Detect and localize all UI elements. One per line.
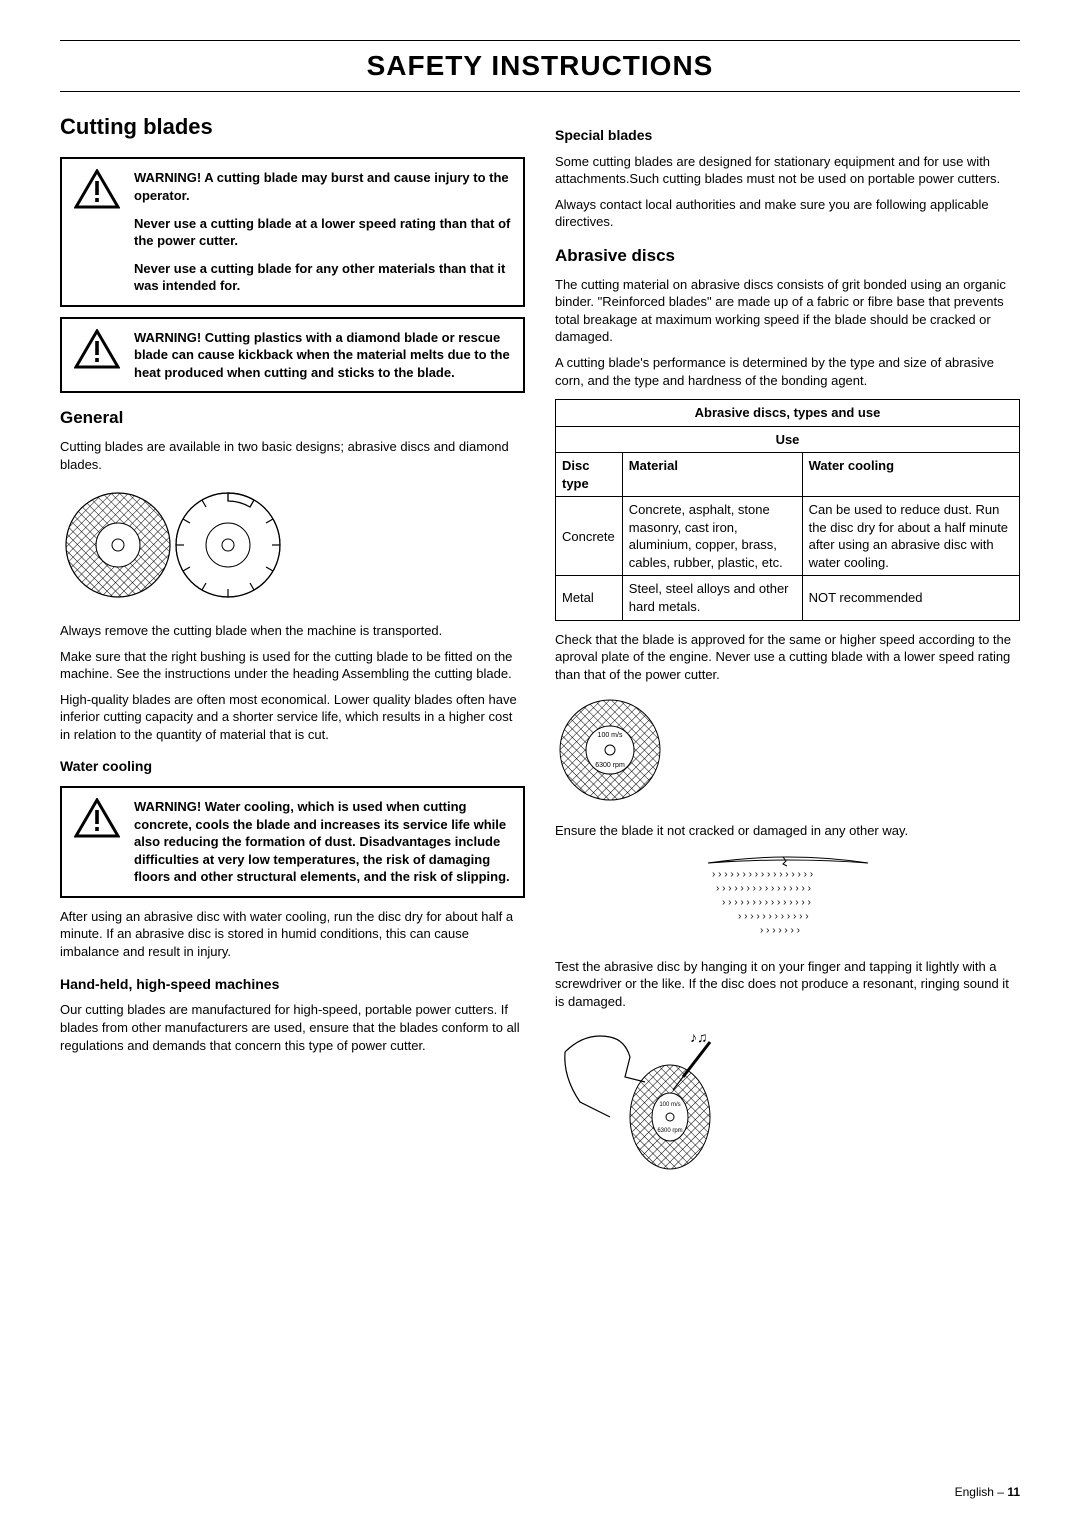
disc-speed-label-2: 100 m/s [659,1102,680,1108]
general-p2: Always remove the cutting blade when the… [60,622,525,640]
special-p1: Some cutting blades are designed for sta… [555,153,1020,188]
general-p4: High-quality blades are often most econo… [60,691,525,744]
abrasive-table: Abrasive discs, types and use Use Disc t… [555,399,1020,620]
table-row: Concrete Concrete, asphalt, stone masonr… [556,497,1020,576]
special-p2: Always contact local authorities and mak… [555,196,1020,231]
warning-box-1: WARNING! A cutting blade may burst and c… [60,157,525,306]
svg-text:♪♫: ♪♫ [690,1029,708,1045]
tap-test-illustration: 100 m/s 6300 rpm ♪♫ [555,1022,1020,1177]
svg-text:› › › › › › › › › › › ›: › › › › › › › › › › › › [738,911,809,922]
table-cell: Steel, steel alloys and other hard metal… [622,576,802,620]
general-p1: Cutting blades are available in two basi… [60,438,525,473]
table-cell: Metal [556,576,623,620]
warning-3-text: WARNING! Water cooling, which is used wh… [134,798,511,886]
disc-rpm-label: 6300 rpm [595,762,625,769]
right-column: Special blades Some cutting blades are d… [555,112,1020,1189]
blades-illustration [60,485,525,610]
warning-1-p1: WARNING! A cutting blade may burst and c… [134,169,511,204]
warning-1-p3: Never use a cutting blade for any other … [134,260,511,295]
warning-triangle-icon [74,798,120,838]
svg-text:› › › › › › › › › › › › › › ›: › › › › › › › › › › › › › › › › [716,883,811,894]
footer-page: 11 [1007,1485,1020,1499]
cutting-blades-heading: Cutting blades [60,112,525,142]
content-columns: Cutting blades WARNING! A cutting blade … [60,112,1020,1189]
svg-text:› › › › › › ›: › › › › › › › [760,925,800,936]
speed-disc-illustration: 100 m/s 6300 rpm [555,695,1020,810]
left-column: Cutting blades WARNING! A cutting blade … [60,112,525,1189]
special-blades-heading: Special blades [555,126,1020,145]
after-table-p1: Check that the blade is approved for the… [555,631,1020,684]
abrasive-p2: A cutting blade's performance is determi… [555,354,1020,389]
svg-text:› › › › › › › › › › › › › › ›: › › › › › › › › › › › › › › › › › [712,869,813,880]
page-title: SAFETY INSTRUCTIONS [60,40,1020,92]
warning-box-3: WARNING! Water cooling, which is used wh… [60,786,525,898]
table-cell: Concrete [556,497,623,576]
table-cell: Concrete, asphalt, stone masonry, cast i… [622,497,802,576]
hand-p1: Our cutting blades are manufactured for … [60,1001,525,1054]
cracked-disc-illustration: › › › › › › › › › › › › › › › › › › › › … [555,851,1020,946]
warning-triangle-icon [74,329,120,369]
general-heading: General [60,407,525,430]
table-row: Metal Steel, steel alloys and other hard… [556,576,1020,620]
table-header-2: Use [556,426,1020,453]
table-col-1: Disc type [556,453,623,497]
hand-held-heading: Hand-held, high-speed machines [60,975,525,994]
after-table-p2: Ensure the blade it not cracked or damag… [555,822,1020,840]
warning-box-2: WARNING! Cutting plastics with a diamond… [60,317,525,394]
water-cooling-heading: Water cooling [60,757,525,776]
warning-triangle-icon [74,169,120,209]
footer-lang: English [955,1485,994,1499]
warning-1-text: WARNING! A cutting blade may burst and c… [134,169,511,294]
after-table-p3: Test the abrasive disc by hanging it on … [555,958,1020,1011]
footer-sep: – [994,1485,1007,1499]
table-cell: Can be used to reduce dust. Run the disc… [802,497,1019,576]
svg-text:› › › › › › › › › › › › › › ›: › › › › › › › › › › › › › › › [722,897,811,908]
disc-speed-label: 100 m/s [598,732,623,739]
warning-1-p2: Never use a cutting blade at a lower spe… [134,215,511,250]
warning-2-text: WARNING! Cutting plastics with a diamond… [134,329,511,382]
table-col-3: Water cooling [802,453,1019,497]
page-footer: English – 11 [955,1484,1020,1500]
table-cell: NOT recommended [802,576,1019,620]
water-p1: After using an abrasive disc with water … [60,908,525,961]
table-col-2: Material [622,453,802,497]
disc-rpm-label-2: 6300 rpm [657,1128,682,1134]
abrasive-p1: The cutting material on abrasive discs c… [555,276,1020,346]
warning-3-p1: WARNING! Water cooling, which is used wh… [134,798,511,886]
general-p3: Make sure that the right bushing is used… [60,648,525,683]
warning-2-p1: WARNING! Cutting plastics with a diamond… [134,329,511,382]
table-header-1: Abrasive discs, types and use [556,400,1020,427]
abrasive-discs-heading: Abrasive discs [555,245,1020,268]
